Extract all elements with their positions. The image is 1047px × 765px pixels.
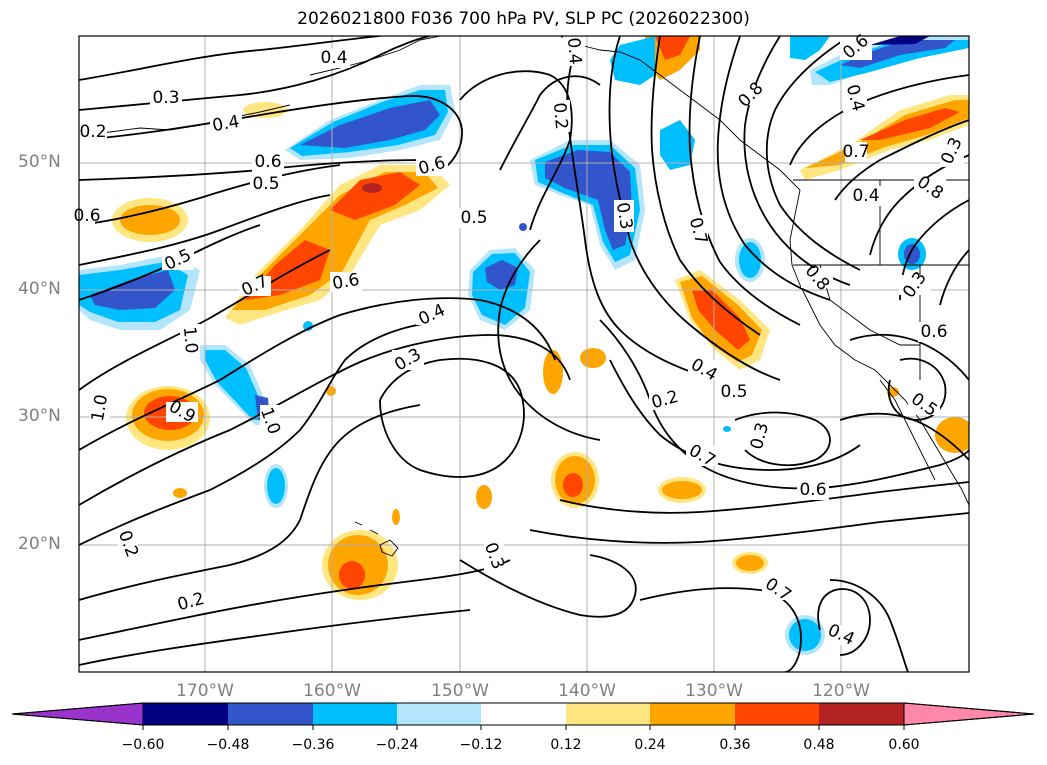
- pv-negative-region: [610, 36, 655, 85]
- colorbar-tick-label: −0.60: [121, 737, 165, 753]
- colorbar-segment: [481, 703, 566, 725]
- colorbar-segment: [566, 703, 650, 725]
- colorbar-tick-label: 0.48: [803, 737, 835, 753]
- latitude-label: 50°N: [18, 152, 61, 172]
- colorbar: [11, 702, 1035, 730]
- contour-value-label: 0.5: [460, 208, 487, 228]
- pv-negative-region: [519, 223, 527, 231]
- contour-value-label: 0.6: [73, 206, 100, 226]
- contour-value-label: 0.3: [152, 88, 179, 108]
- pv-positive-region: [935, 417, 969, 453]
- pv-negative-region: [205, 350, 263, 420]
- colorbar-tick-label: 0.60: [888, 737, 920, 753]
- pv-negative-region: [723, 426, 731, 432]
- colorbar-segment: [650, 703, 735, 725]
- contour-value-label: 0.4: [852, 186, 879, 206]
- pv-negative-region: [660, 120, 695, 170]
- colorbar-tick-label: −0.24: [375, 737, 419, 753]
- pv-positive-region: [243, 102, 287, 118]
- colorbar-segment: [819, 703, 904, 725]
- contour-value-label: 0.8: [913, 172, 947, 204]
- colorbar-segment: [735, 703, 819, 725]
- latitude-label: 30°N: [18, 406, 61, 426]
- map-title: 2026021800 F036 700 hPa PV, SLP PC (2026…: [297, 9, 750, 29]
- contour-value-label: 0.6: [799, 480, 826, 500]
- pv-positive-region: [887, 387, 899, 397]
- contour-value-label: 0.5: [907, 389, 941, 421]
- colorbar-segment: [143, 703, 228, 725]
- contour-value-label: 0.4: [687, 355, 720, 386]
- pv-positive-region: [543, 350, 563, 394]
- pv-positive-region: [326, 386, 336, 396]
- contour-value-label: 0.5: [720, 382, 747, 402]
- longitude-label: 170°W: [176, 681, 234, 701]
- contour-value-label: 0.8: [734, 78, 767, 111]
- longitude-label: 150°W: [431, 681, 489, 701]
- pv-positive-region: [662, 481, 702, 499]
- colorbar-tick-label: −0.12: [459, 737, 503, 753]
- contour-value-label: 0.4: [320, 48, 347, 68]
- latitude-label: 40°N: [18, 279, 61, 299]
- colorbar-tick-label: 0.24: [634, 737, 666, 753]
- contour-value-label: 0.3: [612, 201, 636, 231]
- contour-value-label: 0.6: [331, 270, 361, 294]
- pv-positive-region: [330, 172, 420, 220]
- pv-positive-region: [736, 555, 764, 571]
- contour-value-label: 1.0: [88, 393, 112, 423]
- longitude-label: 130°W: [685, 681, 743, 701]
- longitude-label: 120°W: [812, 681, 870, 701]
- longitude-label: 160°W: [303, 681, 361, 701]
- pv-positive-region: [120, 205, 180, 235]
- contour-value-label: 0.2: [549, 102, 571, 131]
- contour-value-label: 0.5: [252, 174, 279, 194]
- contour-value-label: 0.7: [842, 142, 869, 162]
- colorbar-segment: [228, 703, 313, 725]
- map-frame: [78, 35, 970, 673]
- pv-negative-region: [790, 36, 830, 60]
- hawaiian-islands: [354, 521, 399, 557]
- colorbar-segment: [313, 703, 397, 725]
- pv-positive-region: [476, 485, 492, 509]
- pv-positive-region: [563, 473, 583, 497]
- contour-value-label: 1.0: [179, 326, 201, 355]
- pv-positive-region: [860, 108, 960, 140]
- colorbar-extend-min: [11, 702, 144, 726]
- pv-negative-region: [870, 36, 930, 45]
- pv-negative-region: [815, 40, 969, 82]
- pv-positive-region: [173, 488, 187, 498]
- colorbar-ticks: [142, 725, 905, 730]
- colorbar-extend-max: [903, 702, 1035, 726]
- pv-negative-region: [300, 100, 440, 148]
- contour-value-label: 0.6: [920, 322, 947, 342]
- contour-value-label: 0.2: [79, 122, 106, 142]
- colorbar-tick-label: −0.36: [291, 737, 335, 753]
- contour-value-label: 0.7: [761, 574, 795, 606]
- contour-value-label: 0.4: [563, 37, 585, 66]
- colorbar-tick-label: −0.48: [206, 737, 250, 753]
- longitude-label: 140°W: [558, 681, 616, 701]
- pv-positive-region: [339, 561, 365, 589]
- pv-positive-region: [362, 183, 382, 193]
- pv-negative-region: [739, 242, 761, 278]
- contour-label-backgrounds: [79, 36, 964, 645]
- colorbar-tick-label: 0.36: [719, 737, 751, 753]
- colorbar-tick-label: 0.12: [550, 737, 582, 753]
- pv-positive-region: [692, 290, 750, 350]
- pv-negative-region: [267, 468, 285, 504]
- pv-negative-region: [840, 40, 955, 68]
- contour-value-label: 0.4: [825, 620, 858, 650]
- contour-value-label: 0.6: [254, 152, 281, 172]
- colorbar-segment: [397, 703, 481, 725]
- pv-negative-region: [789, 619, 821, 651]
- pv-positive-region: [655, 36, 690, 60]
- contour-value-label: 0.4: [211, 112, 241, 136]
- pv-positive-region: [392, 509, 400, 525]
- graticule: [79, 36, 969, 672]
- pv-positive-region: [580, 348, 606, 368]
- pv-negative-region: [545, 150, 632, 250]
- latitude-label: 20°N: [18, 534, 61, 554]
